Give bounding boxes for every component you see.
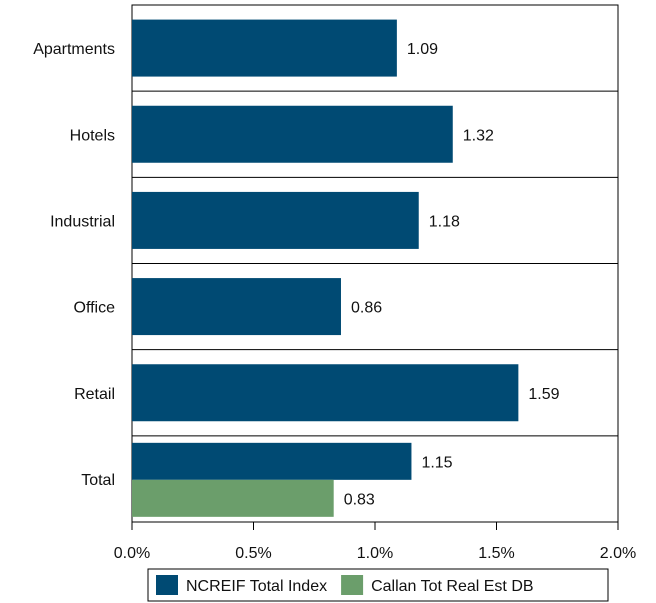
legend-label: Callan Tot Real Est DB — [371, 578, 533, 595]
bar-total-ncreif-total-index — [132, 442, 412, 480]
category-label: Industrial — [50, 213, 115, 230]
value-label: 0.86 — [351, 300, 382, 317]
category-label: Hotels — [70, 127, 115, 144]
category-label: Office — [74, 300, 116, 317]
bar-hotels-ncreif-total-index — [132, 105, 453, 163]
value-label: 1.15 — [421, 454, 452, 471]
category-label: Apartments — [33, 41, 115, 58]
x-tick-label: 1.5% — [478, 545, 514, 562]
legend-label: NCREIF Total Index — [186, 578, 327, 595]
bar-apartments-ncreif-total-index — [132, 19, 397, 77]
x-tick-label: 2.0% — [600, 545, 636, 562]
bar-total-callan-tot-real-est-db — [132, 479, 334, 517]
bar-retail-ncreif-total-index — [132, 364, 519, 422]
value-label: 1.59 — [528, 386, 559, 403]
bar-industrial-ncreif-total-index — [132, 191, 419, 249]
legend-box — [147, 568, 609, 602]
value-label: 1.18 — [429, 213, 460, 230]
value-label: 1.09 — [407, 41, 438, 58]
category-label: Total — [81, 472, 115, 489]
legend-swatch — [156, 575, 178, 595]
x-tick-label: 1.0% — [357, 545, 393, 562]
legend-swatch — [341, 575, 364, 595]
value-label: 0.83 — [344, 491, 375, 508]
category-label: Retail — [74, 386, 115, 403]
bar-office-ncreif-total-index — [132, 278, 341, 336]
value-label: 1.32 — [463, 127, 494, 144]
x-tick-label: 0.5% — [235, 545, 271, 562]
x-tick-label: 0.0% — [114, 545, 150, 562]
